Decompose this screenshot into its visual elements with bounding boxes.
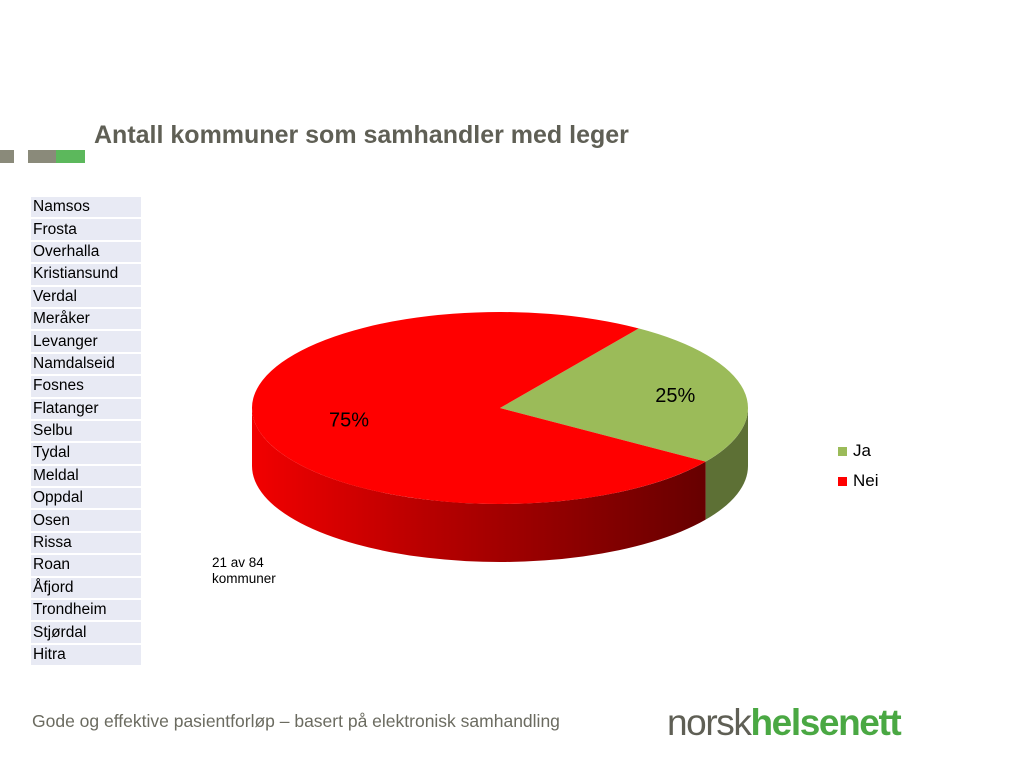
legend-label: Nei <box>853 471 879 490</box>
annotation-line-2: kommuner <box>212 571 276 586</box>
logo-part-helsenett: helsenett <box>750 702 901 743</box>
municipality-cell: Levanger <box>31 330 141 354</box>
table-row: Meldal <box>31 464 141 489</box>
legend-swatch <box>838 446 847 456</box>
municipality-cell: Selbu <box>31 419 141 444</box>
table-row: Hitra <box>31 643 141 668</box>
decor-bar-1 <box>0 150 14 163</box>
municipality-table-body: Namsos Frosta Overhalla Kristiansund Verdal M… <box>31 197 141 668</box>
pie-label-layer: 25% 75% <box>329 385 695 432</box>
municipality-cell: Meråker <box>31 307 141 332</box>
pie-side-layer <box>252 408 748 562</box>
table-row: Tydal <box>31 442 141 466</box>
municipality-cell: Flatanger <box>31 397 141 421</box>
decor-bar-2 <box>28 150 56 163</box>
table-row: Roan <box>31 554 141 578</box>
legend-label: Ja <box>853 441 871 460</box>
municipality-cell: Roan <box>31 554 141 578</box>
municipality-cell: Åfjord <box>31 576 141 601</box>
municipality-cell: Kristiansund <box>31 263 141 287</box>
municipality-cell: Fosnes <box>31 375 141 399</box>
pie-side-ja <box>705 408 748 520</box>
municipality-cell: Hitra <box>31 643 141 668</box>
data-label-nei: 75% <box>329 409 369 431</box>
municipality-cell: Tydal <box>31 442 141 466</box>
municipality-cell: Namdalseid <box>31 352 141 377</box>
footer-text: Gode og effektive pasientforløp – basert… <box>32 711 560 731</box>
pie-side-nei <box>252 408 706 562</box>
table-row: Meråker <box>31 307 141 332</box>
table-row: Selbu <box>31 419 141 444</box>
chart-annotation: 21 av 84 kommuner <box>212 555 322 587</box>
pie-top-layer <box>251 312 748 505</box>
legend-swatch <box>838 476 847 486</box>
legend-item-nei: Nei <box>838 466 879 496</box>
pie-slice-nei <box>251 312 706 505</box>
municipality-cell: Stjørdal <box>31 621 141 645</box>
municipality-cell: Frosta <box>31 218 141 242</box>
pie-slice-ja <box>500 328 748 462</box>
municipality-cell: Osen <box>31 509 141 533</box>
municipality-cell: Verdal <box>31 285 141 309</box>
norsk-helsenett-logo: norskhelsenett <box>667 698 902 748</box>
municipality-cell: Namsos <box>31 197 141 220</box>
annotation-line-1: 21 av 84 <box>212 555 264 570</box>
table-row: Kristiansund <box>31 263 141 287</box>
municipality-table: Namsos Frosta Overhalla Kristiansund Verdal M… <box>31 197 141 668</box>
table-row: Flatanger <box>31 397 141 421</box>
municipality-cell: Meldal <box>31 464 141 489</box>
table-row: Levanger <box>31 330 141 354</box>
municipality-cell: Rissa <box>31 531 141 556</box>
table-row: Oppdal <box>31 487 141 511</box>
table-row: Åfjord <box>31 576 141 601</box>
table-row: Frosta <box>31 218 141 242</box>
decor-bar-3 <box>56 150 85 163</box>
legend-item-ja: Ja <box>838 436 879 466</box>
municipality-cell: Oppdal <box>31 487 141 511</box>
table-row: Trondheim <box>31 599 141 623</box>
table-row: Namdalseid <box>31 352 141 377</box>
municipality-cell: Overhalla <box>31 240 141 265</box>
table-row: Stjørdal <box>31 621 141 645</box>
table-row: Namsos <box>31 197 141 220</box>
municipality-cell: Trondheim <box>31 599 141 623</box>
data-label-ja: 25% <box>655 385 695 407</box>
chart-legend: Ja Nei <box>838 436 879 496</box>
logo-part-norsk: norsk <box>667 702 752 743</box>
slide-title: Antall kommuner som samhandler med leger <box>94 121 629 149</box>
table-row: Overhalla <box>31 240 141 265</box>
table-row: Fosnes <box>31 375 141 399</box>
table-row: Osen <box>31 509 141 533</box>
table-row: Verdal <box>31 285 141 309</box>
table-row: Rissa <box>31 531 141 556</box>
